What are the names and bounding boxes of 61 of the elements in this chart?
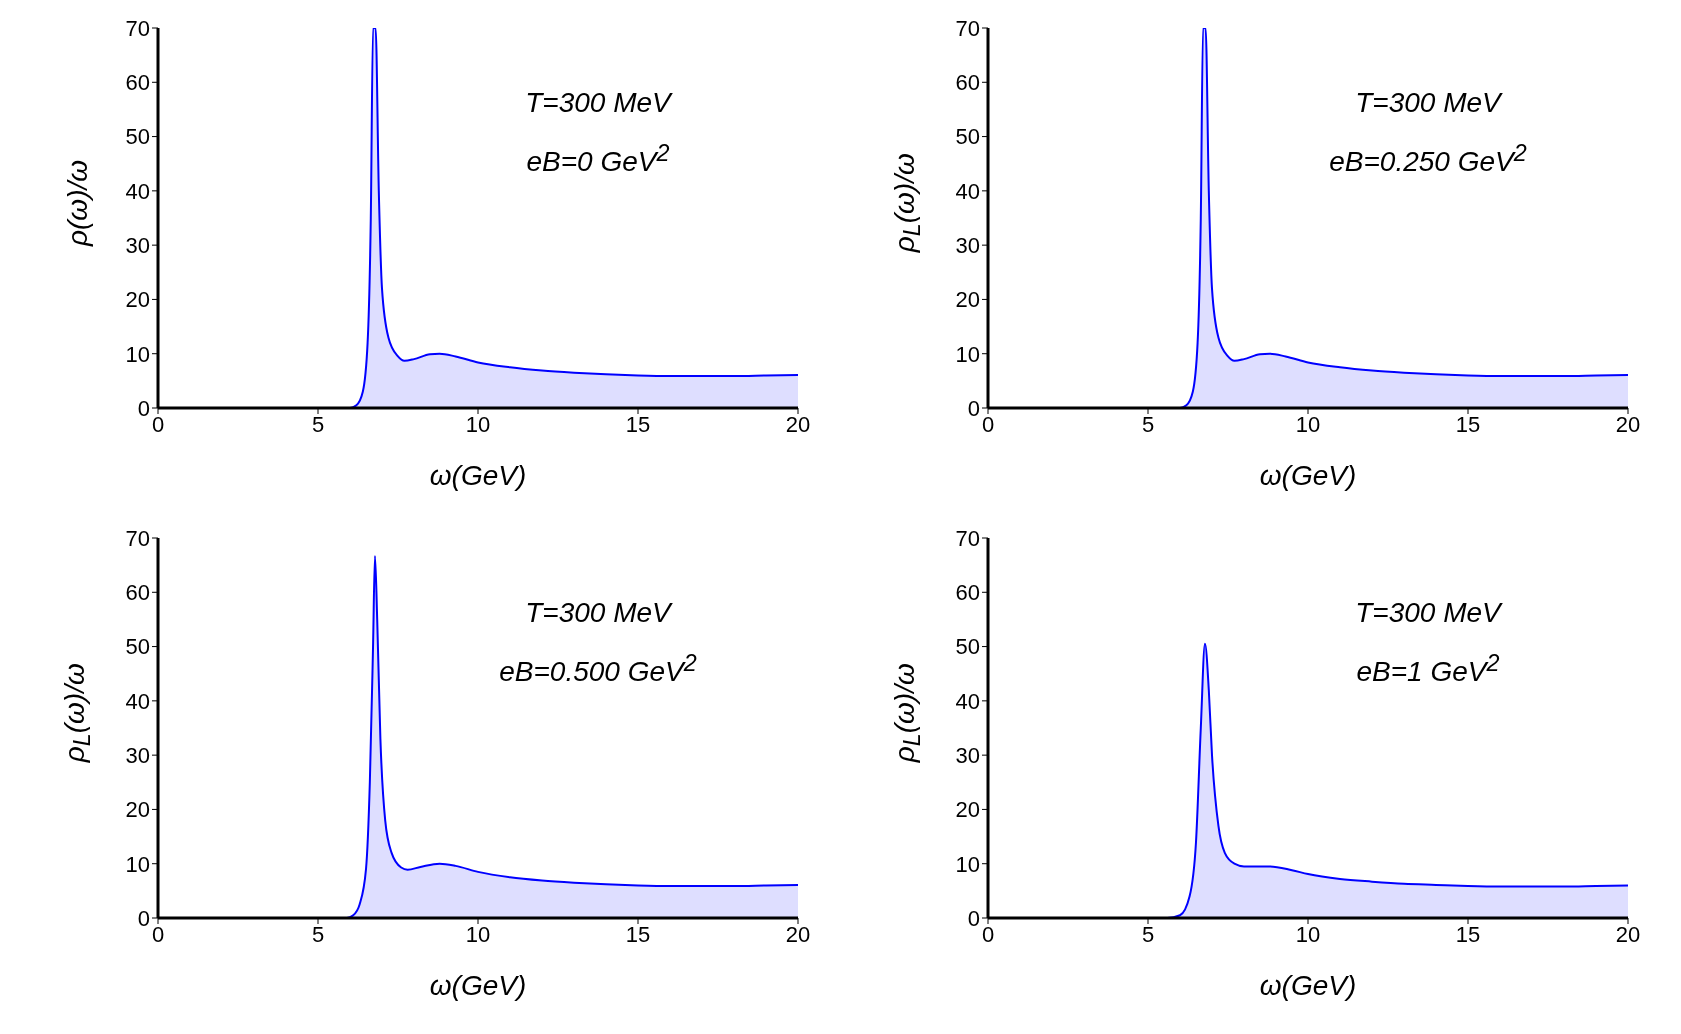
x-tick-label: 5 <box>311 411 325 437</box>
y-tick-label: 50 <box>125 124 150 150</box>
y-tick-label: 40 <box>955 178 980 204</box>
y-tick-label: 30 <box>955 232 980 258</box>
y-tick-label: 10 <box>955 341 980 367</box>
annotation: eB=1 GeV$^{2}$ <box>1355 649 1501 690</box>
y-tick-label: 60 <box>125 580 150 606</box>
y-tick-label: 20 <box>955 287 980 313</box>
x-tick-label: 15 <box>625 411 651 437</box>
x-tick-label: 10 <box>1295 921 1321 947</box>
annotation: T=300 MeV <box>524 596 674 630</box>
y-tick-label: 50 <box>955 124 980 150</box>
x-tick-label: 10 <box>465 921 491 947</box>
y-tick-label: 70 <box>125 15 150 41</box>
y-tick-label: 10 <box>125 851 150 877</box>
annotation: T=300 MeV <box>1354 596 1504 630</box>
x-tick-label: 20 <box>785 921 811 947</box>
y-tick-label: 0 <box>137 395 150 421</box>
x-tick-label: 5 <box>1141 921 1155 947</box>
y-tick-label: 10 <box>955 851 980 877</box>
x-tick-label: 20 <box>1615 921 1641 947</box>
annotation: eB=0.250 GeV$^{2}$ <box>1328 139 1528 180</box>
y-tick-label: 30 <box>955 742 980 768</box>
y-tick-label: 60 <box>955 580 980 606</box>
y-tick-label: 70 <box>955 525 980 551</box>
y-tick-label: 50 <box>955 634 980 660</box>
y-tick-label: 40 <box>125 688 150 714</box>
y-tick-label: 70 <box>125 525 150 551</box>
x-tick-label: 5 <box>311 921 325 947</box>
y-tick-label: 10 <box>125 341 150 367</box>
x-tick-label: 20 <box>785 411 811 437</box>
y-tick-label: 70 <box>955 15 980 41</box>
y-tick-label: 20 <box>955 797 980 823</box>
y-tick-label: 0 <box>137 905 150 931</box>
x-axis-title: ω(GeV) <box>1259 970 1357 1001</box>
y-tick-label: 50 <box>125 634 150 660</box>
y-axis-title: ρ(ω)/ω <box>62 159 94 247</box>
annotation: T=300 MeV <box>524 86 674 120</box>
x-axis-title: ω(GeV) <box>429 460 527 491</box>
x-tick-label: 20 <box>1615 411 1641 437</box>
annotation: eB=0 GeV$^{2}$ <box>525 139 671 180</box>
y-tick-label: 30 <box>125 742 150 768</box>
y-tick-label: 30 <box>125 232 150 258</box>
x-tick-label: 15 <box>1455 411 1481 437</box>
x-tick-label: 15 <box>625 921 651 947</box>
x-tick-label: 15 <box>1455 921 1481 947</box>
x-tick-label: 10 <box>1295 411 1321 437</box>
annotation: T=300 MeV <box>1354 86 1504 120</box>
y-tick-label: 0 <box>967 905 980 931</box>
y-tick-label: 60 <box>125 70 150 96</box>
y-tick-label: 20 <box>125 797 150 823</box>
y-tick-label: 20 <box>125 287 150 313</box>
y-tick-label: 60 <box>955 70 980 96</box>
annotation: eB=0.500 GeV$^{2}$ <box>498 649 698 690</box>
y-tick-label: 40 <box>955 688 980 714</box>
y-tick-label: 40 <box>125 178 150 204</box>
y-tick-label: 0 <box>967 395 980 421</box>
x-axis-title: ω(GeV) <box>1259 460 1357 491</box>
x-axis-title: ω(GeV) <box>429 970 527 1001</box>
x-tick-label: 5 <box>1141 411 1155 437</box>
x-tick-label: 10 <box>465 411 491 437</box>
